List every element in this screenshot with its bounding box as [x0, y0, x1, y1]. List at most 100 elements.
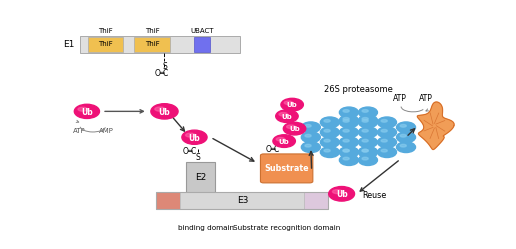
- Ellipse shape: [155, 107, 165, 111]
- Text: Ub: Ub: [158, 108, 170, 117]
- Ellipse shape: [340, 127, 359, 138]
- Text: E2: E2: [195, 173, 206, 182]
- Ellipse shape: [276, 137, 285, 141]
- Ellipse shape: [301, 122, 320, 133]
- Text: H: H: [277, 154, 283, 163]
- Ellipse shape: [305, 134, 311, 137]
- Ellipse shape: [281, 98, 303, 111]
- Ellipse shape: [400, 124, 406, 127]
- Text: Ub: Ub: [282, 114, 293, 120]
- Ellipse shape: [362, 157, 368, 160]
- Ellipse shape: [340, 137, 359, 148]
- Bar: [80, 36, 240, 53]
- Ellipse shape: [340, 115, 359, 126]
- Ellipse shape: [340, 117, 359, 128]
- Ellipse shape: [329, 187, 354, 201]
- Ellipse shape: [378, 147, 396, 158]
- Text: Ub: Ub: [81, 108, 93, 117]
- Ellipse shape: [359, 147, 378, 158]
- Text: Ub: Ub: [336, 190, 347, 199]
- Text: Substrate recognition domain: Substrate recognition domain: [233, 225, 340, 231]
- Ellipse shape: [359, 147, 378, 158]
- Ellipse shape: [340, 147, 359, 158]
- Ellipse shape: [186, 133, 195, 137]
- Ellipse shape: [343, 157, 349, 160]
- Text: Ub: Ub: [289, 126, 300, 132]
- Text: 26S proteasome: 26S proteasome: [324, 85, 393, 94]
- Ellipse shape: [279, 113, 287, 116]
- Ellipse shape: [378, 137, 396, 148]
- Text: Ub: Ub: [188, 133, 200, 142]
- Text: ThiF: ThiF: [98, 41, 112, 47]
- Text: C: C: [190, 147, 196, 156]
- Text: O: O: [154, 69, 160, 78]
- Bar: [304, 192, 329, 209]
- Ellipse shape: [324, 139, 330, 142]
- Text: O: O: [183, 147, 189, 156]
- Ellipse shape: [340, 107, 359, 118]
- Ellipse shape: [320, 137, 340, 148]
- Ellipse shape: [381, 120, 388, 122]
- Ellipse shape: [320, 147, 340, 158]
- Ellipse shape: [343, 120, 349, 122]
- Ellipse shape: [378, 117, 396, 128]
- Ellipse shape: [396, 142, 415, 153]
- Ellipse shape: [359, 115, 378, 126]
- Bar: [195, 37, 211, 52]
- Ellipse shape: [359, 155, 378, 165]
- Text: E1: E1: [63, 40, 74, 49]
- Ellipse shape: [151, 104, 178, 119]
- Ellipse shape: [320, 127, 340, 138]
- Ellipse shape: [400, 144, 406, 147]
- Ellipse shape: [381, 139, 388, 142]
- FancyBboxPatch shape: [261, 154, 313, 183]
- Ellipse shape: [324, 129, 330, 132]
- Bar: [88, 37, 123, 52]
- Ellipse shape: [381, 149, 388, 152]
- Text: ═: ═: [187, 147, 192, 156]
- Text: C: C: [273, 145, 279, 154]
- Ellipse shape: [362, 118, 368, 120]
- Ellipse shape: [362, 149, 368, 152]
- Ellipse shape: [362, 139, 368, 142]
- Text: ATP: ATP: [393, 94, 407, 103]
- Ellipse shape: [276, 110, 298, 123]
- Ellipse shape: [362, 120, 368, 122]
- Text: ATP: ATP: [420, 94, 433, 103]
- Text: ═: ═: [159, 69, 164, 78]
- Ellipse shape: [284, 101, 293, 105]
- Bar: [186, 162, 215, 193]
- Ellipse shape: [359, 107, 378, 118]
- Text: ThiF: ThiF: [144, 28, 159, 34]
- Ellipse shape: [343, 149, 349, 152]
- Ellipse shape: [343, 110, 349, 112]
- Ellipse shape: [74, 104, 100, 119]
- Ellipse shape: [301, 132, 320, 143]
- Ellipse shape: [283, 122, 306, 135]
- Ellipse shape: [343, 129, 349, 132]
- Text: ThiF: ThiF: [98, 28, 112, 34]
- Text: S: S: [195, 153, 200, 162]
- Polygon shape: [417, 102, 454, 149]
- Ellipse shape: [305, 124, 311, 127]
- Text: ─: ─: [273, 154, 278, 163]
- Ellipse shape: [396, 122, 415, 133]
- Text: ═: ═: [270, 145, 275, 154]
- Text: ATP: ATP: [73, 128, 85, 134]
- Ellipse shape: [381, 129, 388, 132]
- Bar: [156, 192, 329, 209]
- Ellipse shape: [343, 118, 349, 120]
- Text: ThiF: ThiF: [144, 41, 159, 47]
- Ellipse shape: [378, 127, 396, 138]
- Text: Ub: Ub: [279, 139, 289, 145]
- Ellipse shape: [359, 137, 378, 148]
- Ellipse shape: [340, 155, 359, 165]
- Text: UBACT: UBACT: [191, 28, 214, 34]
- Ellipse shape: [359, 127, 378, 138]
- Bar: [181, 192, 304, 209]
- Text: Reuse: Reuse: [362, 191, 386, 200]
- Ellipse shape: [362, 129, 368, 132]
- Ellipse shape: [78, 107, 88, 111]
- Text: binding domain: binding domain: [179, 225, 234, 231]
- Text: Ub: Ub: [287, 102, 298, 108]
